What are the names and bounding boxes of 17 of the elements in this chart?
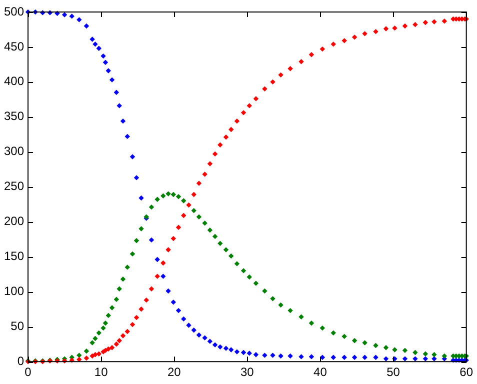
- y-tick-label: 100: [4, 284, 24, 298]
- y-tick-label: 250: [4, 179, 24, 194]
- y-tick-label: 0: [17, 354, 24, 368]
- x-tick-label: 30: [240, 365, 254, 380]
- x-tick-label: 20: [167, 365, 182, 380]
- y-tick-label: 200: [4, 214, 24, 228]
- x-tick-label: 60: [460, 365, 474, 380]
- x-tick-label: 40: [314, 365, 328, 380]
- y-tick-label: 300: [4, 144, 24, 158]
- y-tick-label: 150: [4, 249, 24, 264]
- y-tick-label: 500: [4, 4, 24, 18]
- y-tick-label: 50: [10, 318, 24, 333]
- y-tick-label: 450: [4, 39, 24, 54]
- y-tick-label: 350: [4, 109, 24, 124]
- x-tick-label: 10: [94, 365, 108, 380]
- x-tick-label: 50: [386, 365, 400, 380]
- y-tick-label: 400: [4, 74, 24, 88]
